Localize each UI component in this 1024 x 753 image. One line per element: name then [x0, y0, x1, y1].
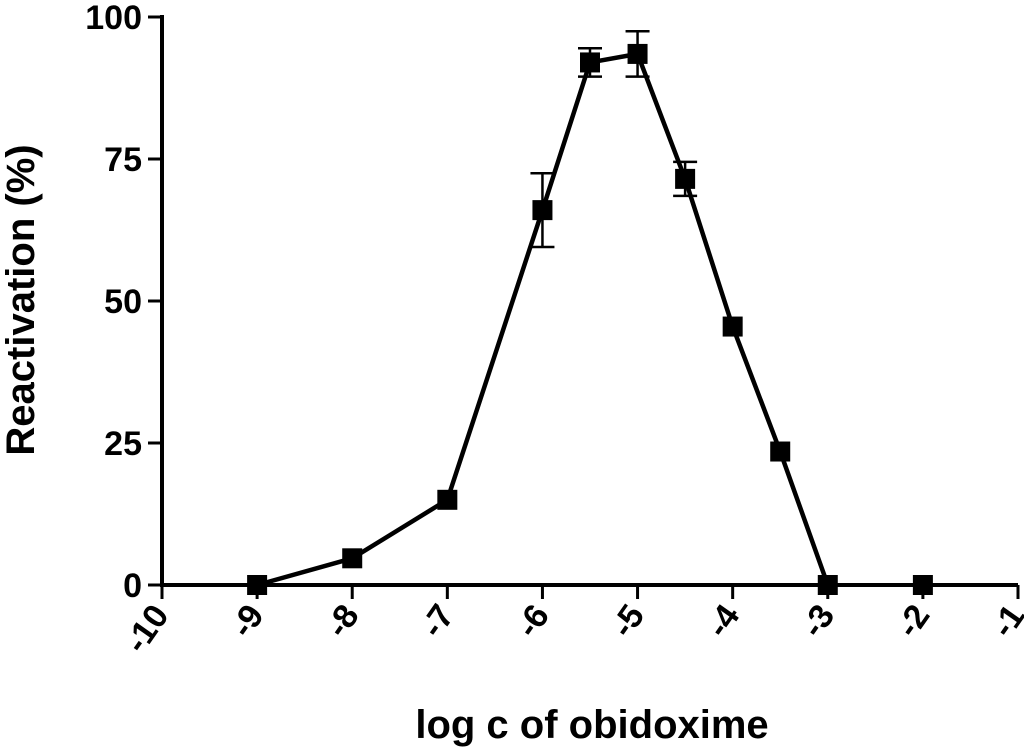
x-tick-label: -5 — [604, 598, 652, 645]
y-tick-label: 100 — [85, 0, 142, 37]
data-point-marker — [532, 200, 553, 221]
x-tick-label: -8 — [318, 598, 366, 645]
data-point-marker — [912, 575, 933, 595]
x-tick-label: -10 — [117, 598, 176, 660]
x-tick-label: -7 — [413, 598, 461, 645]
y-ticks: 0 25 50 75 100 — [85, 0, 162, 605]
x-ticks: -10 -9 -8 -7 -6 -5 -4 -3 -2 -1 — [117, 585, 1024, 660]
data-point-marker — [247, 575, 268, 595]
series-line — [256, 51, 830, 588]
series-group — [247, 29, 933, 595]
x-tick-label: -6 — [509, 598, 557, 645]
x-tick-label: -1 — [984, 598, 1024, 645]
data-point-marker — [817, 575, 838, 595]
data-point-marker — [580, 52, 600, 73]
data-point-marker — [770, 441, 791, 462]
data-point-marker — [437, 489, 458, 510]
x-tick-label: -2 — [889, 598, 937, 645]
data-point-marker — [675, 168, 696, 189]
y-axis-title: Reactivation (%) — [0, 144, 43, 455]
y-tick-label: 25 — [104, 425, 142, 463]
x-tick-label: -9 — [223, 598, 271, 645]
axes — [160, 15, 1018, 587]
x-axis-title: log c of obidoxime — [415, 703, 768, 747]
data-point-marker — [722, 316, 743, 337]
data-point-marker — [342, 548, 363, 569]
y-tick-label: 50 — [104, 283, 142, 321]
y-tick-label: 75 — [104, 141, 142, 179]
data-point-marker — [627, 43, 648, 64]
x-tick-label: -3 — [794, 598, 842, 645]
y-tick-label: 0 — [123, 567, 142, 605]
x-tick-label: -4 — [699, 598, 748, 645]
